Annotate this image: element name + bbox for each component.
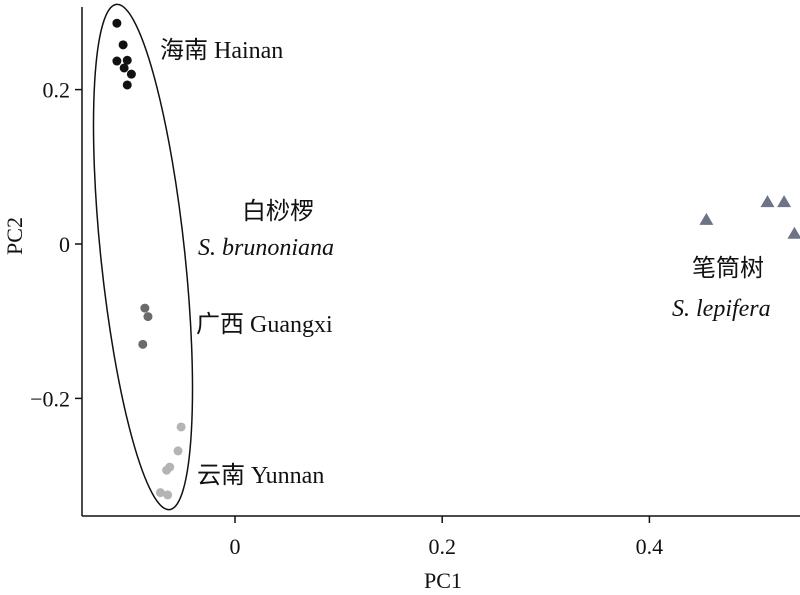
y-ticks: 0.2 0 −0.2 <box>30 78 82 411</box>
y-tick-label: 0 <box>59 232 70 257</box>
brunoniana-latin-label: S. brunoniana <box>198 235 334 261</box>
brunoniana-point <box>163 490 173 500</box>
brunoniana-point <box>112 18 122 28</box>
brunoniana-point <box>126 69 136 79</box>
x-tick-label: 0 <box>230 534 241 559</box>
lepifera-point <box>787 226 800 239</box>
x-ticks: 0 0.2 0.4 <box>230 516 664 559</box>
brunoniana-point <box>122 55 132 65</box>
lepifera-chinese-label: 笔筒树 <box>692 255 764 282</box>
yunnan-label: 云南 Yunnan <box>197 462 324 489</box>
brunoniana-point <box>118 40 128 50</box>
brunoniana-point <box>143 312 153 322</box>
guangxi-label: 广西 Guangxi <box>196 311 333 338</box>
brunoniana-point <box>173 446 183 456</box>
brunoniana-point <box>140 303 150 313</box>
brunoniana-point <box>122 80 132 90</box>
lepifera-point <box>777 195 792 208</box>
brunoniana-point <box>119 63 129 73</box>
brunoniana-point <box>138 339 148 349</box>
brunoniana-chinese-label: 白桫椤 <box>242 198 314 225</box>
x-axis-title: PC1 <box>424 568 462 593</box>
y-tick-label: 0.2 <box>43 78 71 103</box>
y-axis-title: PC2 <box>2 217 27 255</box>
brunoniana-point <box>155 488 165 498</box>
brunoniana-point <box>176 422 186 432</box>
x-tick-label: 0.4 <box>636 534 664 559</box>
brunoniana-point <box>112 56 122 66</box>
y-tick-label: −0.2 <box>30 386 70 411</box>
lepifera-latin-label: S. lepifera <box>672 296 771 322</box>
brunoniana-point <box>162 465 172 475</box>
brunoniana-ellipse <box>92 3 194 511</box>
lepifera-point <box>699 212 714 225</box>
hainan-label: 海南 Hainan <box>160 37 283 64</box>
x-tick-label: 0.2 <box>428 534 456 559</box>
data-points <box>112 18 800 500</box>
lepifera-point <box>760 195 775 208</box>
